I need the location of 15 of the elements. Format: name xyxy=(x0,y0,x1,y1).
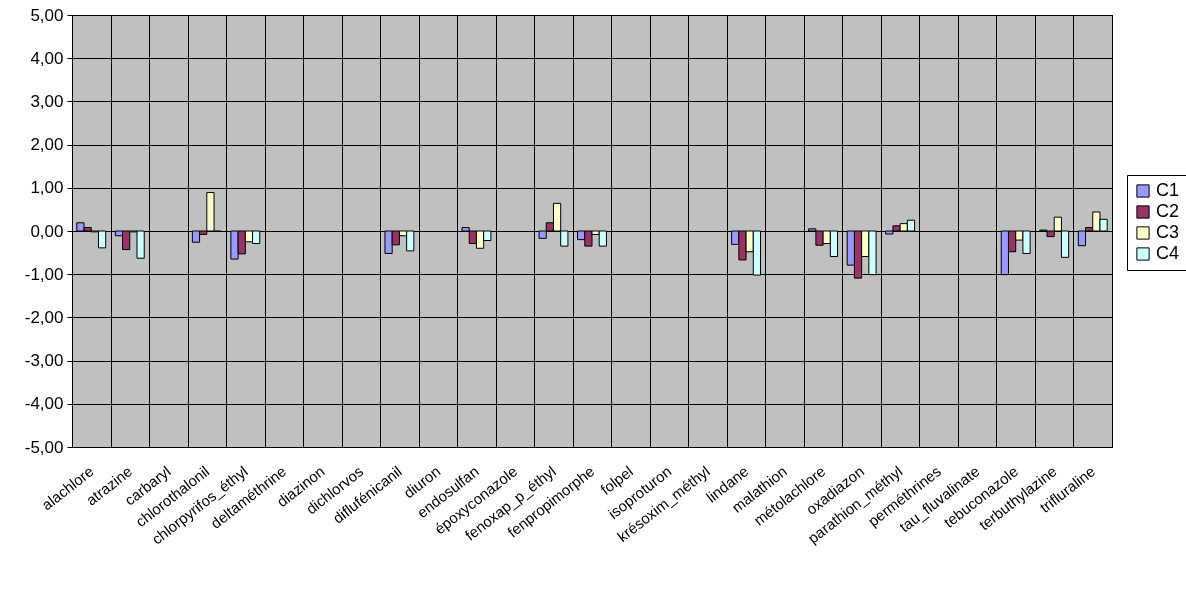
y-tick-label: 1,00 xyxy=(30,178,64,198)
y-tick-label: -1,00 xyxy=(24,264,64,284)
y-tick-label: 4,00 xyxy=(30,48,64,68)
legend-label: C1 xyxy=(1156,180,1180,200)
legend-label: C4 xyxy=(1156,243,1180,263)
y-tick-label: 3,00 xyxy=(30,91,64,111)
y-tick-label: -3,00 xyxy=(24,351,64,371)
y-tick-label: -4,00 xyxy=(24,394,64,414)
legend-label: C2 xyxy=(1156,201,1180,221)
y-tick-label: -2,00 xyxy=(24,307,64,327)
y-tick-label: -5,00 xyxy=(24,437,64,457)
legend-label: C3 xyxy=(1156,222,1180,242)
y-tick-label: 2,00 xyxy=(30,135,64,155)
y-tick-label: 5,00 xyxy=(30,5,64,25)
y-tick-label: 0,00 xyxy=(30,221,64,241)
